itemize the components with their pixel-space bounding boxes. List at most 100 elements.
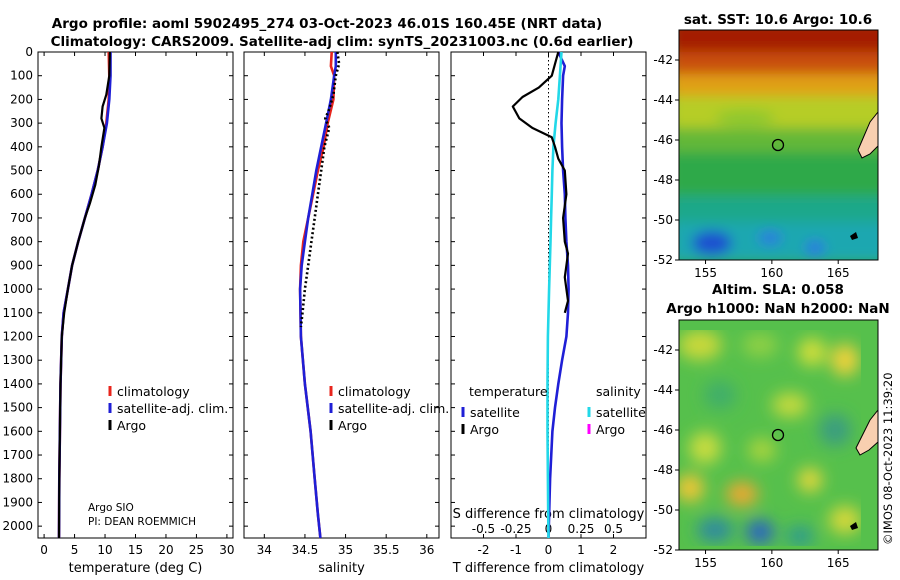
temperature-series-argo: [57, 51, 111, 539]
sst_map-ytick-label: -48: [653, 173, 673, 187]
temperature-ytick-label: 1900: [2, 495, 33, 509]
difference-legend-label: satellite: [596, 405, 646, 420]
salinity-series-argo: [299, 51, 341, 328]
temperature-legend-label: climatology: [117, 384, 190, 399]
salinity-xtick-label: 36: [419, 543, 434, 557]
imos-timestamp: ©IMOS 08-Oct-2023 11:39:20: [881, 372, 895, 545]
salinity-frame: [243, 51, 440, 539]
sla_map-xtick-label: 155: [694, 556, 717, 570]
temperature-panel: 0 5 10 15 20 25 300100200300400500600700800900…: [2, 45, 234, 576]
sla_map-ytick-label: -44: [653, 383, 673, 397]
credit-pi: PI: DEAN ROEMMICH: [88, 516, 196, 528]
salinity-xtick-label: 35: [338, 543, 353, 557]
sst_map-ytick-label: -46: [653, 133, 673, 147]
temperature-xtick-label: 0: [40, 543, 48, 557]
temperature-frame: [37, 51, 234, 539]
sst-field: [679, 30, 878, 260]
temperature-xtick-label: 20: [158, 543, 173, 557]
temperature-ytick-label: 900: [10, 258, 33, 272]
difference-xtick-label: 0: [545, 543, 553, 557]
temperature-legend-label: satellite-adj. clim.: [117, 401, 228, 416]
temperature-ytick-label: 1200: [2, 329, 33, 343]
sla-map: 155 160 165 -42 -44 -46 -48 -50 -52: [653, 319, 879, 570]
temperature-ytick-label: 600: [10, 187, 33, 201]
temperature-xlabel: temperature (deg C): [69, 561, 203, 576]
temperature-ytick-label: 2000: [2, 519, 33, 533]
difference-legend-label: Argo: [470, 422, 499, 437]
salinity-legend-label: satellite-adj. clim.: [338, 401, 449, 416]
difference-x2tick-label: 0.5: [604, 522, 623, 536]
sst-map: 155 160 165 -42 -44 -46 -48 -50 -52: [653, 29, 879, 280]
temperature-ytick-label: 1600: [2, 424, 33, 438]
credit-argo: Argo SIO: [88, 502, 134, 514]
temperature-ytick-label: 1500: [2, 401, 33, 415]
difference-series-temperature-argo: [511, 51, 570, 314]
sst_map-xtick-label: 165: [827, 266, 850, 280]
salinity-series-satellite-adj-clim-: [298, 52, 338, 539]
figure-title-line2: Climatology: CARS2009. Satellite-adj cli…: [51, 34, 634, 50]
temperature-xtick-label: 5: [71, 543, 79, 557]
sla_map-ytick-label: -50: [653, 503, 673, 517]
difference-xtick-label: 2: [610, 543, 618, 557]
salinity-legend-label: Argo: [338, 418, 367, 433]
temperature-xtick-label: 10: [97, 543, 112, 557]
salinity-xtick-label: 34: [257, 543, 272, 557]
temperature-ytick-label: 300: [10, 116, 33, 130]
temperature-ytick-label: 500: [10, 164, 33, 178]
temperature-ytick-label: 100: [10, 69, 33, 83]
temperature-ytick-label: 200: [10, 92, 33, 106]
temperature-ytick-label: 1700: [2, 448, 33, 462]
difference-xtick-label: -2: [478, 543, 490, 557]
sst-island: [850, 232, 858, 240]
difference-legend-salinity-title: salinity: [596, 384, 641, 399]
temperature-ytick-label: 1000: [2, 282, 33, 296]
salinity-xtick-label: 34.5: [292, 543, 319, 557]
temperature-ytick-label: 1400: [2, 377, 33, 391]
sla_map-ytick-label: -48: [653, 463, 673, 477]
sla-coastline: [855, 409, 878, 456]
temperature-xtick-label: 25: [189, 543, 204, 557]
salinity-panel: 34 34.5 35 35.5 36 salinity climatology satelli…: [243, 51, 449, 576]
sla_map-ytick-label: -52: [653, 543, 673, 557]
sst-coastline: [857, 111, 878, 159]
sla_map-ytick-label: -46: [653, 423, 673, 437]
difference-x2tick-label: 0.25: [568, 522, 595, 536]
temperature-ytick-label: 1800: [2, 472, 33, 486]
difference-legend-temperature-title: temperature: [469, 384, 548, 399]
sla-island: [850, 522, 858, 530]
sst_map-ytick-label: -42: [653, 53, 673, 67]
sst_map-xtick-label: 160: [760, 266, 783, 280]
difference-x2tick-label: -0.5: [472, 522, 495, 536]
sla-map-title-line1: Altim. SLA: 0.058: [712, 282, 844, 298]
difference-xtick-label: -1: [510, 543, 522, 557]
sla_map-xtick-label: 160: [760, 556, 783, 570]
sla-field: [679, 330, 861, 546]
sst-argo-marker: [771, 138, 785, 152]
figure-title-line1: Argo profile: aoml 5902495_274 03-Oct-20…: [52, 16, 602, 32]
sst_map-ytick-label: -52: [653, 253, 673, 267]
temperature-ytick-label: 1300: [2, 353, 33, 367]
difference-x2tick-label: -0.25: [500, 522, 531, 536]
temperature-ytick-label: 1100: [2, 306, 33, 320]
difference-series-salinity-satellite: [546, 51, 563, 539]
temperature-xtick-label: 30: [219, 543, 234, 557]
sst-map-title: sat. SST: 10.6 Argo: 10.6: [684, 12, 872, 28]
temperature-ytick-label: 400: [10, 140, 33, 154]
sst_map-ytick-label: -44: [653, 93, 673, 107]
salinity-legend-label: climatology: [338, 384, 411, 399]
sla-argo-marker: [771, 428, 785, 442]
temperature-ytick-label: 0: [25, 45, 33, 59]
difference-xtick-label: 1: [577, 543, 585, 557]
difference-xlabel: T difference from climatology: [452, 561, 645, 576]
sla_map-xtick-label: 165: [827, 556, 850, 570]
sla-map-title-line2: Argo h1000: NaN h2000: NaN: [666, 301, 889, 317]
temperature-ytick-label: 700: [10, 211, 33, 225]
salinity-xlabel: salinity: [318, 561, 365, 576]
difference-legend-label: Argo: [596, 422, 625, 437]
salinity-xtick-label: 35.5: [373, 543, 400, 557]
temperature-legend-label: Argo: [117, 418, 146, 433]
temperature-xtick-label: 15: [128, 543, 143, 557]
sla_map-ytick-label: -42: [653, 343, 673, 357]
